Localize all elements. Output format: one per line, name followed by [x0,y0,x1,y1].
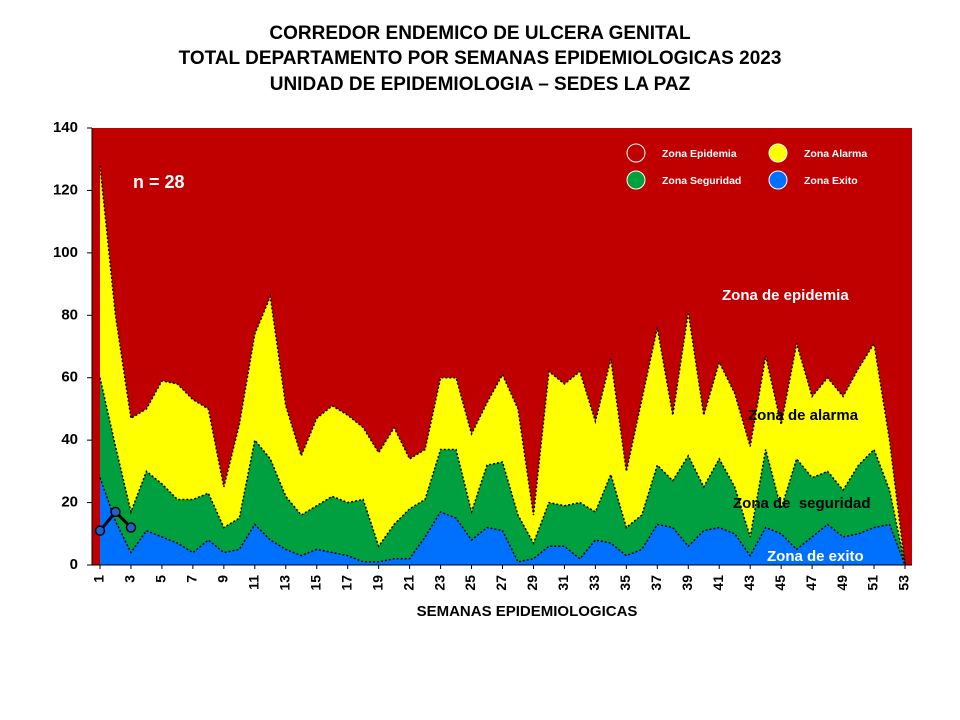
legend-marker [626,143,646,163]
x-tick-label: 15 [307,575,323,591]
x-tick-label: 17 [338,575,354,591]
legend-label: Zona Exito [804,175,858,187]
zone-area [100,477,905,565]
x-tick-label: 35 [617,575,633,591]
legend-label: Zona Seguridad [662,175,741,187]
x-tick-label: 9 [215,575,231,583]
x-tick-label: 39 [679,575,695,591]
zone-outline [99,477,906,566]
chart-title: TOTAL DEPARTAMENTO POR SEMANAS EPIDEMIOL… [179,48,782,69]
x-tick-label: 19 [369,575,385,591]
annotation: Zona de exito [767,548,864,565]
y-tick-label: 40 [61,431,78,448]
chart-title: UNIDAD DE EPIDEMIOLOGIA – SEDES LA PAZ [270,74,691,95]
observed-point [110,506,121,518]
y-tick-label: 60 [61,369,78,386]
x-tick-label: 3 [122,575,138,583]
y-tick-label: 0 [70,556,78,573]
x-tick-label: 25 [462,575,478,591]
x-tick-label: 13 [276,575,292,591]
x-tick-label: 11 [246,575,262,590]
observed-point [94,525,106,536]
x-tick-label: 1 [91,575,107,583]
y-tick-label: 120 [53,181,78,198]
legend-marker [768,143,788,163]
legend-marker [768,170,788,190]
zone-outline [99,377,906,566]
x-tick-label: 31 [555,575,571,591]
legend-label: Zona Epidemia [662,148,737,160]
y-tick-label: 80 [61,306,78,323]
x-tick-label: 29 [524,575,540,591]
x-tick-label: 7 [184,575,200,583]
annotation: n = 28 [133,172,185,192]
x-tick-label: 47 [803,575,819,591]
observed-point [125,522,137,533]
x-tick-label: 23 [431,575,447,591]
x-tick-label: 21 [400,575,416,591]
x-tick-label: 37 [648,575,664,591]
legend-label: Zona Alarma [804,148,867,160]
x-tick-label: 43 [741,575,757,591]
x-tick-label: 27 [493,575,509,591]
chart-title: CORREDOR ENDEMICO DE ULCERA GENITAL [269,23,691,44]
x-tick-label: 45 [772,575,788,591]
y-tick-label: 140 [53,119,78,136]
y-tick-label: 100 [53,244,78,261]
annotation: Zona de seguridad [733,495,871,512]
y-tick-label: 20 [61,494,78,511]
annotation: Zona de alarma [748,407,859,424]
annotation: Zona de epidemia [722,287,849,304]
x-tick-label: 33 [586,575,602,591]
x-tick-label: 53 [896,575,912,591]
x-tick-label: 41 [710,575,726,591]
x-axis-label: SEMANAS EPIDEMIOLOGICAS [417,603,638,620]
x-tick-label: 51 [865,575,881,591]
x-tick-label: 49 [834,575,850,591]
x-tick-label: 5 [153,575,169,583]
legend-marker [626,170,646,190]
zone-area [100,377,905,565]
zone-area [100,165,905,565]
